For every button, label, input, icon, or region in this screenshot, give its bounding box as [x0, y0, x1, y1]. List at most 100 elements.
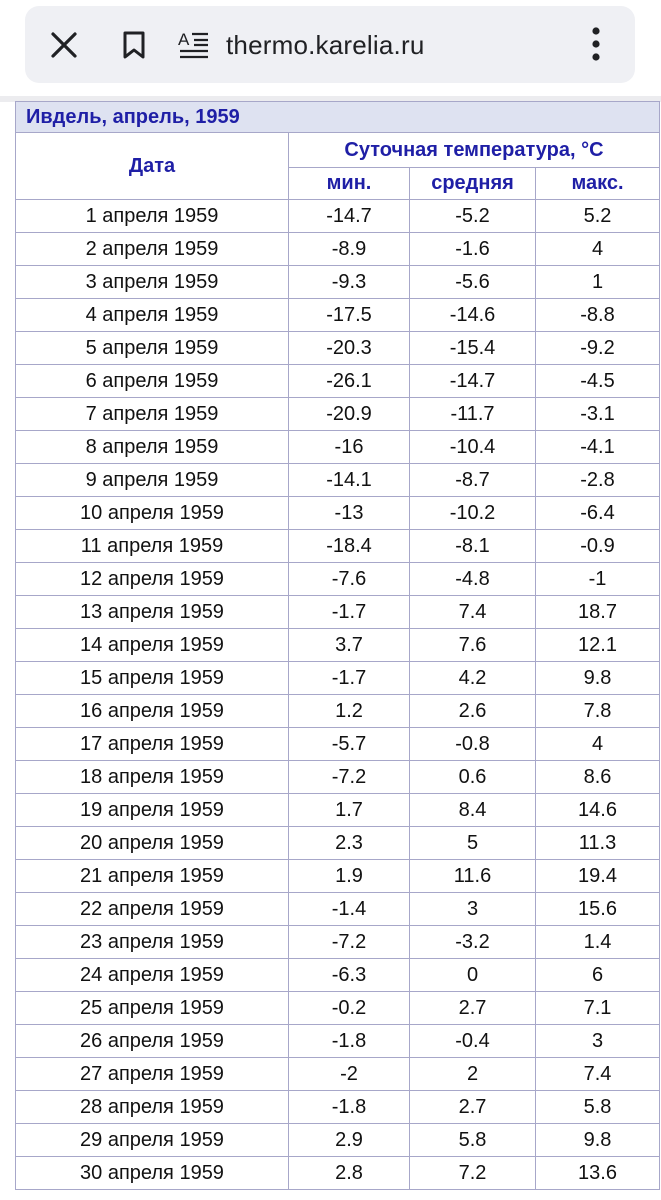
avg-cell: -10.2 — [409, 496, 536, 530]
max-cell: 5.2 — [535, 199, 660, 233]
date-cell: 2 апреля 1959 — [15, 232, 289, 266]
min-cell: -13 — [288, 496, 410, 530]
table-row: 16 апреля 1959 1.2 2.6 7.8 — [15, 694, 660, 728]
table-row: 6 апреля 1959 -26.1 -14.7 -4.5 — [15, 364, 660, 398]
max-cell: 4 — [535, 232, 660, 266]
table-row: 1 апреля 1959 -14.7 -5.2 5.2 — [15, 199, 660, 233]
min-cell: 2.8 — [288, 1156, 410, 1190]
date-cell: 12 апреля 1959 — [15, 562, 289, 596]
avg-cell: -5.6 — [409, 265, 536, 299]
avg-cell: -0.8 — [409, 727, 536, 761]
date-cell: 19 апреля 1959 — [15, 793, 289, 827]
date-cell: 6 апреля 1959 — [15, 364, 289, 398]
table-row: 11 апреля 1959 -18.4 -8.1 -0.9 — [15, 529, 660, 563]
avg-cell: 4.2 — [409, 661, 536, 695]
header-date: Дата — [15, 132, 289, 200]
max-cell: -1 — [535, 562, 660, 596]
table-row: 10 апреля 1959 -13 -10.2 -6.4 — [15, 496, 660, 530]
table-row: 13 апреля 1959 -1.7 7.4 18.7 — [15, 595, 660, 629]
date-cell: 27 апреля 1959 — [15, 1057, 289, 1091]
min-cell: 2.3 — [288, 826, 410, 860]
avg-cell: -0.4 — [409, 1024, 536, 1058]
header-min: мин. — [288, 167, 410, 200]
avg-cell: 3 — [409, 892, 536, 926]
table-row: 28 апреля 1959 -1.8 2.7 5.8 — [15, 1090, 660, 1124]
table-row: 9 апреля 1959 -14.1 -8.7 -2.8 — [15, 463, 660, 497]
date-cell: 30 апреля 1959 — [15, 1156, 289, 1190]
table-row: 22 апреля 1959 -1.4 3 15.6 — [15, 892, 660, 926]
max-cell: 9.8 — [535, 1123, 660, 1157]
date-cell: 14 апреля 1959 — [15, 628, 289, 662]
avg-cell: -1.6 — [409, 232, 536, 266]
max-cell: 5.8 — [535, 1090, 660, 1124]
avg-cell: 2.7 — [409, 1090, 536, 1124]
date-cell: 18 апреля 1959 — [15, 760, 289, 794]
table-row: 14 апреля 1959 3.7 7.6 12.1 — [15, 628, 660, 662]
bookmark-icon[interactable] — [114, 25, 154, 65]
avg-cell: 2.6 — [409, 694, 536, 728]
min-cell: -1.7 — [288, 595, 410, 629]
table-row: 21 апреля 1959 1.9 11.6 19.4 — [15, 859, 660, 893]
max-cell: 12.1 — [535, 628, 660, 662]
max-cell: -6.4 — [535, 496, 660, 530]
table-row: 4 апреля 1959 -17.5 -14.6 -8.8 — [15, 298, 660, 332]
avg-cell: 5 — [409, 826, 536, 860]
date-cell: 16 апреля 1959 — [15, 694, 289, 728]
max-cell: 7.4 — [535, 1057, 660, 1091]
max-cell: 9.8 — [535, 661, 660, 695]
max-cell: 11.3 — [535, 826, 660, 860]
table-row: 17 апреля 1959 -5.7 -0.8 4 — [15, 727, 660, 761]
url-text[interactable]: thermo.karelia.ru — [226, 30, 425, 60]
avg-cell: 7.2 — [409, 1156, 536, 1190]
table-row: 23 апреля 1959 -7.2 -3.2 1.4 — [15, 925, 660, 959]
max-cell: 19.4 — [535, 859, 660, 893]
date-cell: 25 апреля 1959 — [15, 991, 289, 1025]
max-cell: 4 — [535, 727, 660, 761]
min-cell: -14.1 — [288, 463, 410, 497]
date-cell: 10 апреля 1959 — [15, 496, 289, 530]
avg-cell: 0 — [409, 958, 536, 992]
table-row: 26 апреля 1959 -1.8 -0.4 3 — [15, 1024, 660, 1058]
date-cell: 29 апреля 1959 — [15, 1123, 289, 1157]
avg-cell: -14.6 — [409, 298, 536, 332]
max-cell: -2.8 — [535, 463, 660, 497]
table-row: 20 апреля 1959 2.3 5 11.3 — [15, 826, 660, 860]
table-row: 25 апреля 1959 -0.2 2.7 7.1 — [15, 991, 660, 1025]
min-cell: -1.8 — [288, 1024, 410, 1058]
svg-text:A: A — [178, 30, 190, 49]
date-cell: 1 апреля 1959 — [15, 199, 289, 233]
avg-cell: 7.4 — [409, 595, 536, 629]
temperature-table: Ивдель, апрель, 1959 Дата Суточная темпе… — [15, 101, 660, 1190]
max-cell: 15.6 — [535, 892, 660, 926]
max-cell: 18.7 — [535, 595, 660, 629]
max-cell: 13.6 — [535, 1156, 660, 1190]
date-cell: 11 апреля 1959 — [15, 529, 289, 563]
min-cell: -9.3 — [288, 265, 410, 299]
date-cell: 28 апреля 1959 — [15, 1090, 289, 1124]
max-cell: 1 — [535, 265, 660, 299]
min-cell: -20.3 — [288, 331, 410, 365]
header-max: макс. — [535, 167, 660, 200]
max-cell: 6 — [535, 958, 660, 992]
more-vert-icon[interactable] — [578, 22, 614, 66]
date-cell: 22 апреля 1959 — [15, 892, 289, 926]
reader-mode-icon[interactable]: A — [176, 27, 212, 63]
header-daily-temperature: Суточная температура, °C — [288, 132, 660, 168]
max-cell: 8.6 — [535, 760, 660, 794]
table-row: 27 апреля 1959 -2 2 7.4 — [15, 1057, 660, 1091]
max-cell: 1.4 — [535, 925, 660, 959]
avg-cell: -11.7 — [409, 397, 536, 431]
url-bar[interactable] — [25, 6, 635, 83]
date-cell: 20 апреля 1959 — [15, 826, 289, 860]
table-row: 15 апреля 1959 -1.7 4.2 9.8 — [15, 661, 660, 695]
avg-cell: 7.6 — [409, 628, 536, 662]
min-cell: 2.9 — [288, 1123, 410, 1157]
min-cell: -17.5 — [288, 298, 410, 332]
avg-cell: 0.6 — [409, 760, 536, 794]
avg-cell: -8.1 — [409, 529, 536, 563]
avg-cell: 2 — [409, 1057, 536, 1091]
close-icon[interactable] — [44, 25, 84, 65]
avg-cell: -10.4 — [409, 430, 536, 464]
min-cell: -7.2 — [288, 760, 410, 794]
min-cell: -2 — [288, 1057, 410, 1091]
